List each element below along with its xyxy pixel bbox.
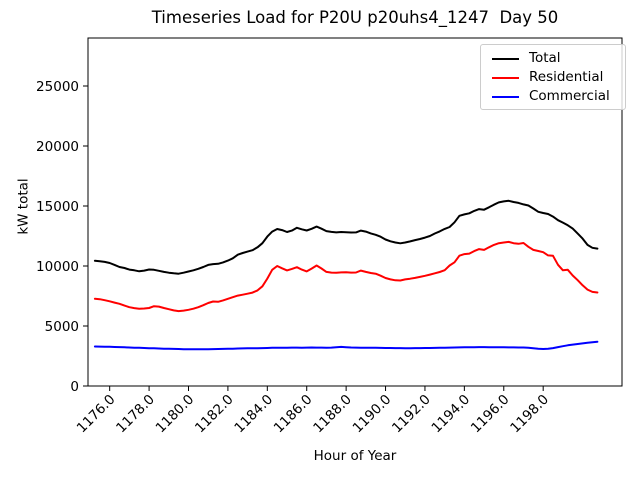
x-tick-label: 1198.0 — [507, 392, 552, 437]
x-tick-label: 1188.0 — [310, 392, 355, 437]
series-line-commercial — [93, 340, 599, 351]
x-tick-label: 1184.0 — [231, 392, 276, 437]
chart-title: Timeseries Load for P20U p20uhs4_1247 Da… — [151, 8, 559, 27]
y-tick-label: 10000 — [36, 259, 79, 275]
y-tick-label: 0 — [70, 379, 79, 395]
y-tick-label: 20000 — [36, 139, 79, 155]
x-tick-label: 1192.0 — [389, 392, 434, 437]
y-tick-label: 25000 — [36, 79, 79, 95]
legend-label-commercial: Commercial — [529, 88, 610, 104]
legend-line-swatch-residential — [492, 76, 519, 79]
series-line-total — [93, 199, 599, 275]
x-tick-label: 1194.0 — [428, 392, 473, 437]
x-tick-label: 1176.0 — [74, 392, 119, 437]
x-axis-label: Hour of Year — [313, 448, 397, 464]
plot-border — [87, 37, 623, 387]
legend-item-residential: Residential — [489, 68, 617, 87]
legend-line-swatch-total — [492, 57, 519, 60]
y-tick-label: 5000 — [45, 319, 79, 335]
legend-label-total: Total — [529, 50, 561, 66]
x-tick-label: 1186.0 — [271, 392, 316, 437]
legend-item-total: Total — [489, 49, 617, 68]
x-tick-label: 1178.0 — [113, 392, 158, 437]
legend: Total Residential Commercial — [480, 44, 626, 110]
legend-line-swatch-commercial — [492, 95, 519, 98]
y-tick-label: 15000 — [36, 199, 79, 215]
series-line-residential — [93, 240, 599, 313]
legend-label-residential: Residential — [529, 69, 604, 85]
x-tick-label: 1180.0 — [153, 392, 198, 437]
x-tick-label: 1182.0 — [192, 392, 237, 437]
legend-item-commercial: Commercial — [489, 87, 617, 106]
x-tick-label: 1196.0 — [468, 392, 513, 437]
x-tick-label: 1190.0 — [350, 392, 395, 437]
